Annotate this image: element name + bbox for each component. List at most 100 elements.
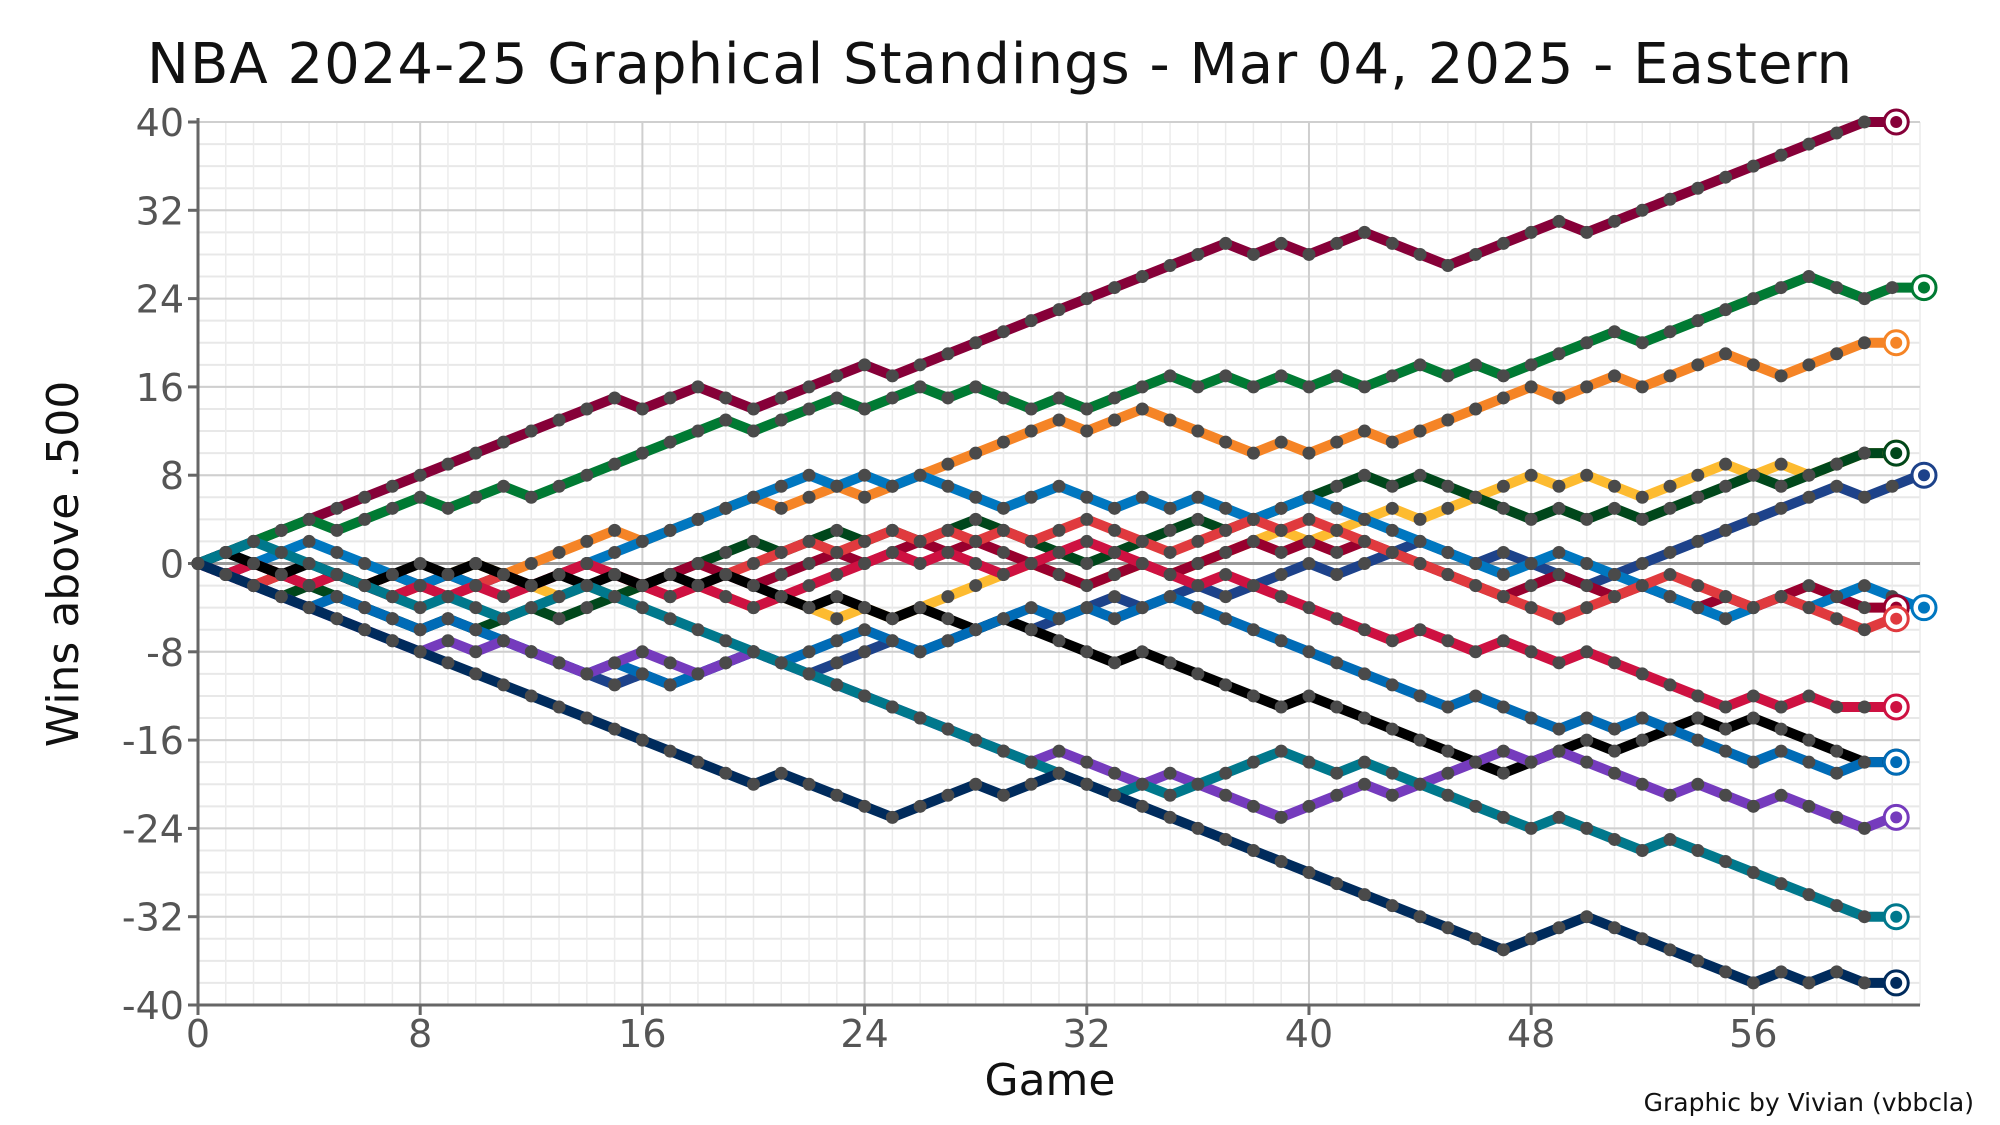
data-point (1496, 479, 1510, 493)
data-point (1802, 799, 1816, 813)
data-point (885, 479, 899, 493)
data-point (1246, 755, 1260, 769)
data-point (830, 545, 844, 559)
data-point (802, 468, 816, 482)
data-point (1635, 667, 1649, 681)
data-point (774, 501, 788, 515)
data-point (1607, 501, 1621, 515)
data-point (1246, 247, 1260, 261)
series-bos (191, 270, 1927, 570)
data-point (1385, 678, 1399, 692)
data-point (1302, 247, 1316, 261)
data-point (441, 656, 455, 670)
data-point (1274, 369, 1288, 383)
data-point (1774, 457, 1788, 471)
data-point (1830, 700, 1844, 714)
data-point (746, 424, 760, 438)
data-point (1246, 579, 1260, 593)
x-tick-label: 16 (618, 1012, 666, 1056)
data-point (1691, 314, 1705, 328)
data-point (1024, 557, 1038, 570)
data-point (608, 656, 622, 670)
data-point (719, 568, 733, 582)
data-point (1219, 788, 1233, 802)
data-point (1358, 512, 1372, 526)
data-point (1413, 689, 1427, 703)
data-point (1135, 270, 1149, 284)
data-point (719, 545, 733, 559)
data-point (385, 501, 399, 515)
data-point (1774, 369, 1788, 383)
data-point (1496, 766, 1510, 780)
data-point (830, 479, 844, 493)
data-point (441, 501, 455, 515)
data-point (663, 435, 677, 449)
data-point (1135, 534, 1149, 548)
data-point (1330, 766, 1344, 780)
data-point (1607, 325, 1621, 339)
data-point (552, 479, 566, 493)
data-point (1691, 733, 1705, 747)
data-point (1607, 479, 1621, 493)
data-point (274, 523, 288, 537)
data-point (247, 557, 261, 570)
data-point (413, 490, 427, 504)
data-point (996, 523, 1010, 537)
data-point (1496, 943, 1510, 957)
data-point (1358, 468, 1372, 482)
data-point (1469, 490, 1483, 504)
data-point (1774, 722, 1788, 736)
data-point (385, 634, 399, 648)
data-point (635, 446, 649, 460)
data-point (969, 490, 983, 504)
data-point (441, 568, 455, 582)
data-point (969, 557, 983, 570)
data-point (691, 623, 705, 637)
data-point (1607, 214, 1621, 228)
data-point (1441, 921, 1455, 935)
data-point (1691, 601, 1705, 615)
data-point (1719, 479, 1733, 493)
data-point (1163, 369, 1177, 383)
data-point (608, 722, 622, 736)
data-point (1274, 744, 1288, 758)
data-point (1580, 380, 1594, 394)
data-point (1330, 656, 1344, 670)
data-point (1330, 501, 1344, 515)
data-point (1302, 380, 1316, 394)
data-point (1219, 612, 1233, 626)
data-point (746, 534, 760, 548)
data-point (830, 523, 844, 537)
data-point (580, 667, 594, 681)
data-point (941, 788, 955, 802)
data-point (1524, 579, 1538, 593)
data-point (774, 479, 788, 493)
data-point (552, 545, 566, 559)
data-point (1746, 976, 1760, 990)
data-point (1385, 545, 1399, 559)
data-point (1358, 424, 1372, 438)
data-point (885, 700, 899, 714)
data-point (1385, 501, 1399, 515)
y-tick-label: 0 (160, 543, 184, 587)
y-tick-label: 24 (136, 278, 184, 322)
data-point (1830, 126, 1844, 140)
data-point (1580, 468, 1594, 482)
data-point (1163, 656, 1177, 670)
data-point (385, 479, 399, 493)
data-point (608, 678, 622, 692)
data-point (1108, 590, 1122, 604)
data-point (1746, 711, 1760, 725)
data-point (552, 413, 566, 427)
data-point (802, 534, 816, 548)
data-point (330, 568, 344, 582)
data-point (774, 766, 788, 780)
data-point (1857, 910, 1871, 924)
data-point (358, 623, 372, 637)
data-point (552, 700, 566, 714)
data-point (1635, 579, 1649, 593)
x-tick-label: 0 (186, 1012, 210, 1056)
data-point (858, 557, 872, 570)
data-point (746, 402, 760, 416)
data-point (1496, 369, 1510, 383)
